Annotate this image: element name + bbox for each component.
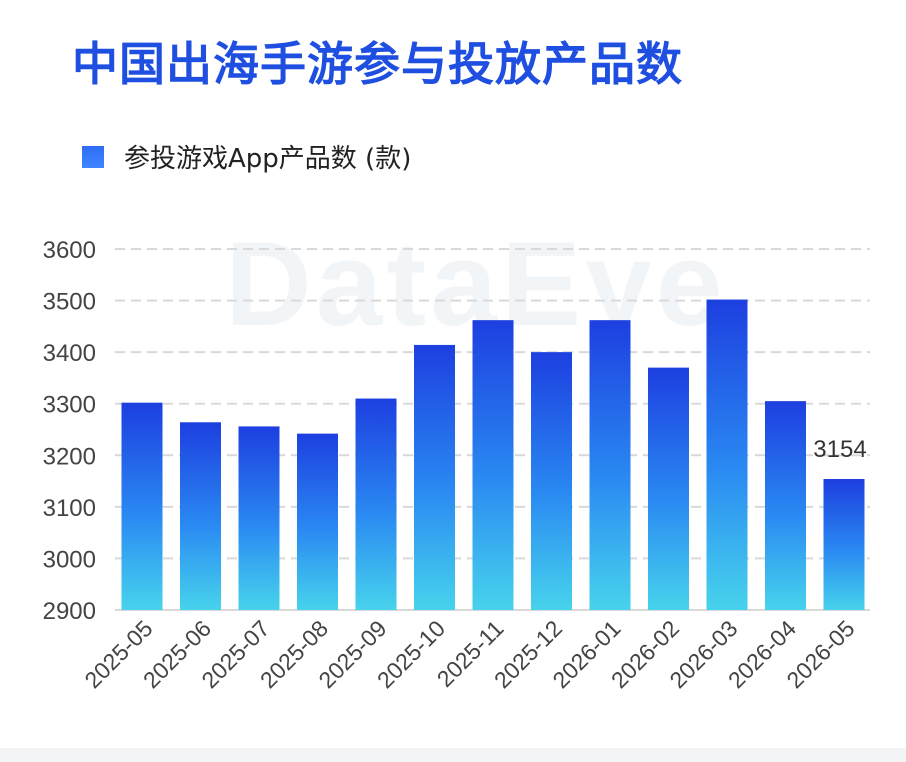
legend-label: 参投游戏App产品数 (款) (124, 144, 412, 174)
bar-2025-07 (238, 426, 280, 610)
y-tick-label: 3500 (43, 289, 96, 316)
bar-2026-01 (589, 320, 631, 610)
bar-2026-02 (648, 367, 689, 610)
bar-2026-05 (823, 479, 865, 610)
chart-title: 中国出海手游参与投放产品数 (72, 37, 683, 91)
bar-2025-05 (121, 402, 163, 610)
data-labels: 3154 (813, 436, 866, 463)
bars (121, 299, 865, 610)
bar-2025-10 (414, 344, 455, 610)
y-axis-ticks: 2900 3000 3100 3200 3300 3400 3500 3600 (43, 237, 96, 625)
y-tick-label: 3400 (43, 340, 96, 367)
y-tick-label: 2900 (43, 598, 96, 625)
bottom-strip (0, 748, 906, 762)
x-axis-ticks: 2025-052025-062025-072025-082025-092025-… (79, 615, 859, 693)
data-label: 3154 (813, 436, 866, 463)
y-tick-label: 3000 (43, 546, 96, 573)
y-tick-label: 3600 (43, 237, 96, 264)
bar-2025-06 (180, 422, 221, 610)
bar-2026-04 (765, 401, 806, 610)
bar-2025-11 (472, 320, 514, 610)
bar-2026-03 (706, 299, 748, 610)
y-tick-label: 3300 (43, 392, 96, 419)
bar-2025-09 (355, 398, 397, 610)
legend-swatch (82, 145, 104, 168)
bar-2025-12 (531, 352, 572, 610)
y-tick-label: 3200 (43, 443, 96, 470)
legend: 参投游戏App产品数 (款) (82, 138, 411, 175)
y-tick-label: 3100 (43, 495, 96, 522)
bar-2025-08 (297, 433, 338, 610)
